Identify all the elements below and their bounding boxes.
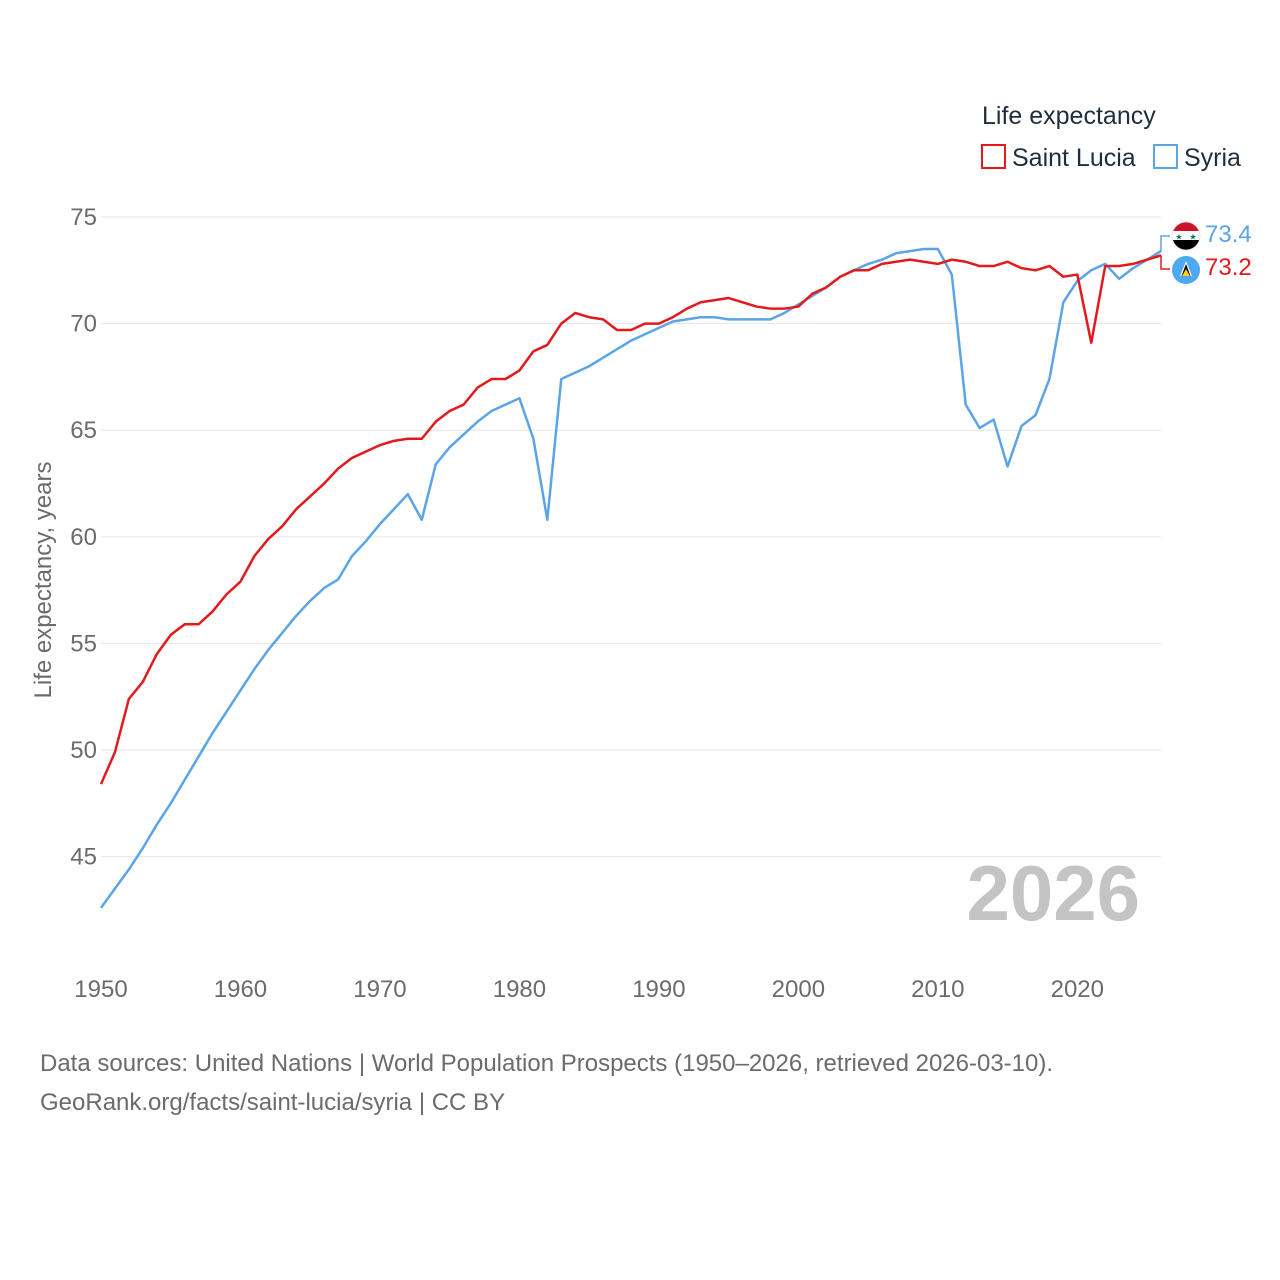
x-tick-label: 2000 bbox=[772, 976, 825, 1003]
legend-swatch-saint-lucia bbox=[981, 144, 1006, 169]
legend-title: Life expectancy bbox=[982, 102, 1156, 130]
syria-end-value: 73.4 bbox=[1205, 221, 1252, 248]
end-labels: ★ ★ 73.4 73.2 bbox=[1160, 221, 1252, 284]
x-tick-label: 1970 bbox=[353, 976, 406, 1003]
y-tick-label: 75 bbox=[70, 204, 97, 231]
series-line-syria bbox=[99, 247, 1162, 909]
source-line-1: Data sources: United Nations | World Pop… bbox=[40, 1050, 1054, 1077]
svg-text:★: ★ bbox=[1189, 233, 1196, 242]
gridlines bbox=[101, 216, 1161, 858]
x-tick-label: 1950 bbox=[74, 976, 127, 1003]
syria-label-connector bbox=[1160, 235, 1170, 252]
y-tick-label: 50 bbox=[70, 737, 97, 764]
legend[interactable]: Life expectancy Saint Lucia Syria bbox=[981, 102, 1241, 172]
x-axis-ticks: 1950 1960 1970 1980 1990 2000 2010 2020 bbox=[74, 976, 1104, 1003]
life-expectancy-chart: 45 50 55 60 65 70 75 1950 1960 1970 1980 1990 2000 2… bbox=[30, 102, 1252, 1003]
saint-lucia-end-value: 73.2 bbox=[1205, 254, 1252, 281]
y-tick-label: 60 bbox=[70, 524, 97, 551]
saint-lucia-flag-icon bbox=[1172, 256, 1200, 284]
series-lines bbox=[99, 247, 1162, 909]
syria-flag-icon: ★ ★ bbox=[1171, 221, 1201, 251]
current-year-label: 2026 bbox=[966, 849, 1140, 937]
source-line-2[interactable]: GeoRank.org/facts/saint-lucia/syria | CC… bbox=[40, 1089, 506, 1116]
x-tick-label: 1990 bbox=[632, 976, 685, 1003]
y-axis-ticks: 45 50 55 60 65 70 75 bbox=[70, 204, 97, 871]
source-note: Data sources: United Nations | World Pop… bbox=[40, 1044, 1053, 1122]
svg-text:★: ★ bbox=[1175, 233, 1182, 242]
y-axis-label: Life expectancy, years bbox=[30, 461, 57, 698]
y-tick-label: 55 bbox=[70, 630, 97, 657]
x-tick-label: 1960 bbox=[214, 976, 267, 1003]
legend-label-syria: Syria bbox=[1184, 144, 1241, 172]
legend-label-saint-lucia: Saint Lucia bbox=[1012, 144, 1136, 172]
x-tick-label: 1980 bbox=[493, 976, 546, 1003]
x-tick-label: 2020 bbox=[1051, 976, 1104, 1003]
saint-lucia-label-connector bbox=[1160, 255, 1170, 270]
y-tick-label: 65 bbox=[70, 417, 97, 444]
y-tick-label: 45 bbox=[70, 844, 97, 871]
series-line-saint-lucia bbox=[99, 254, 1162, 785]
y-tick-label: 70 bbox=[70, 311, 97, 338]
x-tick-label: 2010 bbox=[911, 976, 964, 1003]
legend-item-syria[interactable]: Syria bbox=[1153, 144, 1241, 172]
legend-swatch-syria bbox=[1153, 144, 1178, 169]
legend-item-saint-lucia[interactable]: Saint Lucia bbox=[981, 144, 1136, 172]
